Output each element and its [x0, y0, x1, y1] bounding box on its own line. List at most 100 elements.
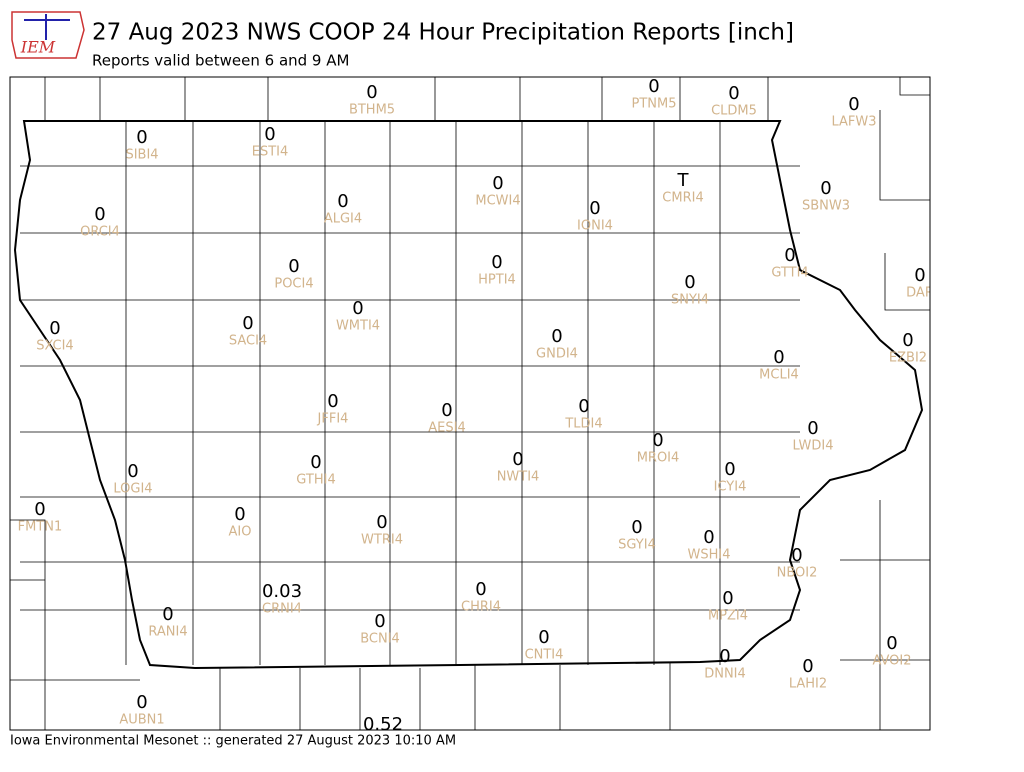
station-id: CLDM5 — [711, 104, 757, 119]
station-id: CHRI4 — [461, 600, 501, 615]
station-value: 0 — [914, 265, 925, 286]
station-value: 0 — [288, 256, 299, 277]
station-value: 0 — [136, 692, 147, 713]
station-id: NWTI4 — [497, 470, 540, 485]
map: 0 BTHM5 0 PTNM5 0 CLDM5 0 LAFW3 0 SIBI4 0 ESTI4 0 ORC… — [10, 76, 934, 735]
station-id: SXCI4 — [36, 339, 73, 354]
station-value: 0 — [886, 633, 897, 654]
station-id: SNYI4 — [671, 293, 709, 308]
station-id: GTHI4 — [296, 473, 335, 488]
subtitle: Reports valid between 6 and 9 AM — [92, 52, 349, 70]
station-id: CRNI4 — [262, 602, 302, 617]
station-id: LAFW3 — [831, 115, 876, 130]
station-value: 0 — [49, 318, 60, 339]
station-value: 0 — [538, 627, 549, 648]
station-value: 0 — [820, 178, 831, 199]
station-value: 0 — [631, 517, 642, 538]
station-id: BCNI4 — [360, 632, 400, 647]
station-value: 0 — [162, 604, 173, 625]
map-frame — [9, 76, 931, 731]
station-id: LWDI4 — [792, 439, 833, 454]
station-id: RANI4 — [148, 625, 187, 640]
station-value: 0 — [374, 611, 385, 632]
station-value: 0 — [512, 449, 523, 470]
station-id: GTTI4 — [771, 266, 808, 281]
station-id: WTRI4 — [361, 533, 403, 548]
station-value: 0 — [703, 527, 714, 548]
station-value: T — [677, 170, 690, 191]
station-value: 0 — [234, 504, 245, 525]
station-id: PTNM5 — [632, 97, 677, 112]
station-value: 0 — [127, 461, 138, 482]
station-value: 0 — [773, 347, 784, 368]
station-id: LAHI2 — [789, 677, 827, 692]
station-id: IONI4 — [577, 219, 613, 234]
station-value: 0 — [719, 646, 730, 667]
station-id: WMTI4 — [336, 319, 380, 334]
station-value: 0 — [352, 298, 363, 319]
station-value: 0 — [578, 396, 589, 417]
station-value: 0 — [791, 545, 802, 566]
station-value: 0 — [551, 326, 562, 347]
station-id: FMTN1 — [18, 520, 63, 535]
station-id: JFFI4 — [317, 412, 349, 427]
station-value: 0 — [310, 452, 321, 473]
station-id: MCLI4 — [759, 368, 799, 383]
station-value: 0.52 — [363, 714, 403, 735]
state-border — [13, 120, 924, 670]
station-id: MPZI4 — [708, 609, 748, 624]
station-value: 0 — [491, 252, 502, 273]
station-value: 0 — [784, 245, 795, 266]
station-id: AVOI2 — [872, 654, 911, 669]
other-borders — [10, 77, 930, 730]
station-value: 0 — [94, 204, 105, 225]
station-id: ALGI4 — [324, 212, 362, 227]
station-id: CMRI4 — [662, 191, 703, 206]
station-id: DNNI4 — [704, 667, 746, 682]
station-value: 0 — [366, 82, 377, 103]
station-value: 0 — [648, 76, 659, 97]
station-id: SACI4 — [229, 334, 267, 349]
station-id: ICYI4 — [714, 480, 747, 495]
station-id: BTHM5 — [349, 103, 395, 118]
station-id: SIBI4 — [125, 148, 158, 163]
station-id: DAR — [906, 286, 934, 301]
station-value: 0 — [589, 198, 600, 219]
logo: IEM — [11, 11, 85, 59]
station-value: 0 — [724, 459, 735, 480]
station-id: LOGI4 — [113, 482, 152, 497]
station-value: 0 — [652, 430, 663, 451]
station-id: ORCI4 — [80, 225, 120, 240]
logo-text: IEM — [20, 38, 56, 57]
station-value: 0 — [34, 499, 45, 520]
station-value: 0 — [802, 656, 813, 677]
station-value: 0 — [264, 124, 275, 145]
station-id: AIO — [229, 525, 252, 540]
station-id: SBNW3 — [802, 199, 850, 214]
station-value: 0.03 — [262, 581, 302, 602]
station-value: 0 — [492, 173, 503, 194]
station-id: GNDI4 — [536, 347, 578, 362]
station-value: 0 — [475, 579, 486, 600]
station-id: MROI4 — [637, 451, 680, 466]
station-value: 0 — [728, 83, 739, 104]
station-id: AESI4 — [428, 421, 465, 436]
station-id: MCWI4 — [475, 194, 520, 209]
title: 27 Aug 2023 NWS COOP 24 Hour Precipitati… — [92, 20, 794, 46]
station-value: 0 — [807, 418, 818, 439]
station-id: SGYI4 — [618, 538, 656, 553]
station-value: 0 — [722, 588, 733, 609]
station-value: 0 — [441, 400, 452, 421]
station-id: CNTI4 — [525, 648, 564, 663]
station-id: EZBI2 — [889, 351, 927, 366]
station-value: 0 — [136, 127, 147, 148]
station-id: POCI4 — [274, 277, 313, 292]
station-value: 0 — [337, 191, 348, 212]
station-value: 0 — [848, 94, 859, 115]
station-id: HPTI4 — [478, 273, 516, 288]
station-id: TLDI4 — [564, 417, 602, 432]
station-id: ESTI4 — [252, 145, 289, 160]
station-value: 0 — [327, 391, 338, 412]
station-id: WSHI4 — [688, 548, 731, 563]
